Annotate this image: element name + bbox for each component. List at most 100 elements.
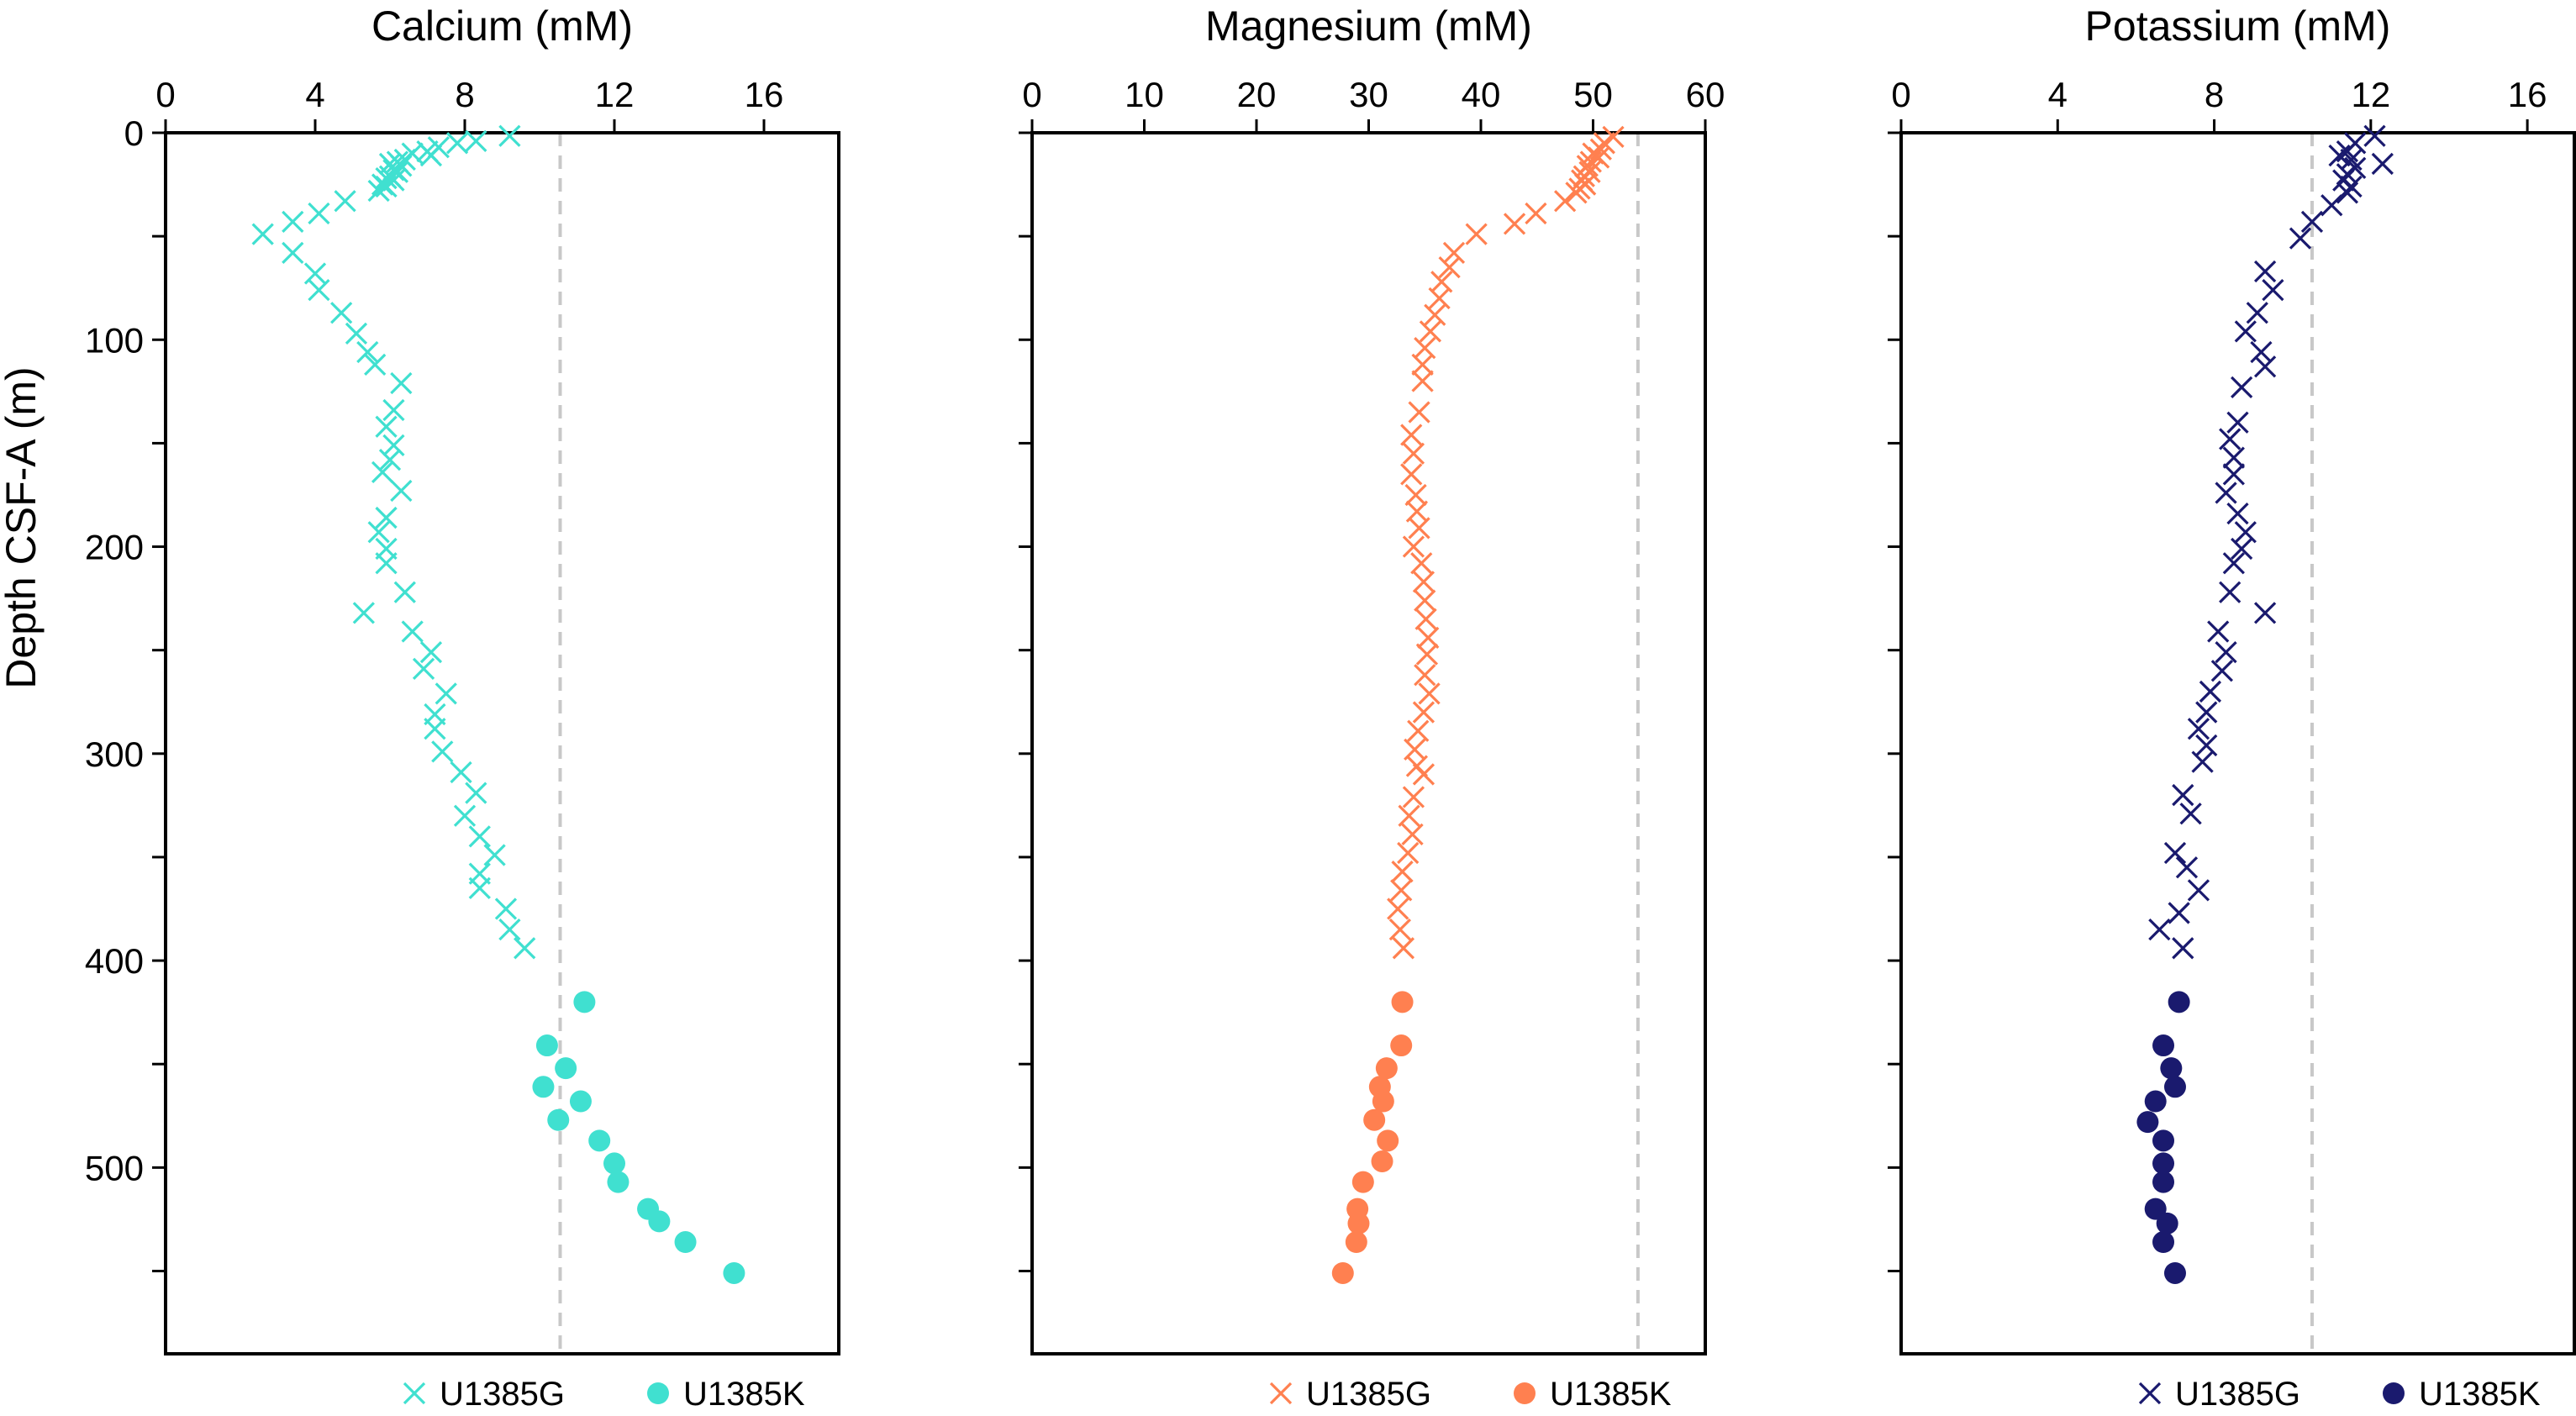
data-point-U1385G <box>431 740 454 763</box>
data-point-U1385G <box>330 302 353 324</box>
data-point-U1385G <box>282 241 304 264</box>
legend: U1385G U1385K <box>403 1376 805 1413</box>
data-point-U1385G <box>352 602 375 624</box>
data-point-U1385G <box>2321 194 2343 217</box>
data-point-U1385G <box>1410 552 1433 575</box>
panel-calcium: Calcium (mM) 0 4 8 12 16 0 100 200 300 400 500 U1385… <box>85 3 840 1413</box>
data-point-U1385G <box>2234 521 2257 544</box>
data-point-U1385K <box>573 991 596 1013</box>
data-point-U1385G <box>251 223 274 245</box>
data-point-U1385G <box>2226 503 2249 525</box>
data-point-U1385K <box>2136 1111 2159 1134</box>
data-point-U1385K <box>1345 1231 1367 1254</box>
data-point-U1385G <box>1398 804 1420 827</box>
data-point-U1385G <box>2195 701 2218 724</box>
data-point-U1385K <box>2152 1129 2175 1152</box>
data-point-U1385G <box>2300 210 2324 234</box>
y-tick-label: 500 <box>85 1148 144 1187</box>
legend-label: U1385G <box>1306 1376 1431 1413</box>
data-point-U1385G <box>453 804 477 827</box>
data-point-U1385K <box>723 1261 745 1284</box>
data-point-U1385G <box>450 761 472 784</box>
data-point-U1385G <box>2199 680 2222 703</box>
data-point-U1385G <box>1418 682 1441 705</box>
x-tick-label: 4 <box>2048 75 2068 114</box>
data-point-U1385K <box>2163 1261 2186 1284</box>
y-tick-label: 100 <box>85 320 144 360</box>
data-point-U1385G <box>2336 182 2359 204</box>
legend-marker-circle <box>2383 1382 2405 1404</box>
data-point-U1385G <box>371 461 394 484</box>
data-point-U1385G <box>2195 734 2218 757</box>
data-point-U1385K <box>2163 1076 2186 1098</box>
data-point-U1385G <box>367 179 390 203</box>
data-point-U1385G <box>303 262 327 285</box>
data-point-U1385G <box>1407 719 1430 742</box>
legend: U1385G U1385K <box>1269 1376 1672 1413</box>
data-point-U1385K <box>648 1210 671 1233</box>
x-tick-label: 8 <box>455 75 474 114</box>
data-point-U1385G <box>1397 841 1420 865</box>
data-point-U1385G <box>494 898 518 920</box>
data-point-U1385K <box>1363 1108 1386 1131</box>
data-point-U1385G <box>1465 223 1488 245</box>
data-point-U1385G <box>465 782 487 804</box>
x-tick-label: 40 <box>1462 75 1501 114</box>
data-point-U1385G <box>401 620 424 643</box>
data-point-U1385K <box>1372 1090 1394 1113</box>
data-point-U1385G <box>345 322 368 345</box>
data-point-U1385G <box>1525 202 1547 225</box>
data-point-U1385G <box>419 641 443 664</box>
legend-marker-circle <box>1514 1382 1536 1404</box>
data-point-U1385K <box>2152 1034 2175 1057</box>
data-point-U1385K <box>2152 1171 2175 1193</box>
data-point-U1385G <box>2187 879 2210 902</box>
data-point-U1385K <box>547 1108 570 1131</box>
data-point-U1385G <box>2172 783 2194 807</box>
x-tick-label: 8 <box>2205 75 2224 114</box>
panel-title: Calcium (mM) <box>371 3 633 50</box>
data-point-U1385G <box>2179 803 2202 825</box>
data-point-U1385G <box>2175 856 2199 879</box>
data-point-U1385G <box>1428 287 1451 310</box>
data-point-U1385G <box>308 202 330 225</box>
data-point-U1385K <box>1390 1034 1413 1057</box>
data-point-U1385G <box>1391 861 1414 883</box>
data-point-U1385K <box>588 1129 611 1152</box>
data-point-U1385G <box>2219 428 2241 450</box>
data-point-U1385K <box>1391 991 1414 1013</box>
legend: U1385G U1385K <box>2138 1376 2541 1413</box>
data-point-U1385K <box>607 1171 630 1193</box>
legend-marker-x <box>403 1382 426 1405</box>
data-point-U1385G <box>1388 919 1412 941</box>
data-point-U1385G <box>1414 608 1437 630</box>
data-point-U1385G <box>2246 302 2268 324</box>
data-point-U1385G <box>364 353 387 376</box>
x-tick-label: 12 <box>595 75 635 114</box>
data-point-U1385K <box>2156 1212 2178 1234</box>
x-tick-label: 20 <box>1237 75 1277 114</box>
x-tick-label: 10 <box>1125 75 1164 114</box>
data-point-U1385G <box>382 398 405 422</box>
x-tick-label: 30 <box>1349 75 1388 114</box>
data-point-U1385G <box>2289 227 2312 250</box>
data-point-U1385G <box>282 210 304 234</box>
data-point-U1385G <box>1412 763 1436 786</box>
data-point-U1385G <box>1387 898 1409 920</box>
data-point-U1385G <box>375 415 398 438</box>
data-point-U1385G <box>445 132 469 155</box>
legend-label: U1385K <box>2419 1376 2541 1413</box>
legend-marker-circle <box>647 1382 669 1404</box>
data-point-U1385G <box>514 937 536 960</box>
data-point-U1385G <box>2148 919 2171 941</box>
data-point-U1385G <box>2231 376 2253 399</box>
data-point-U1385G <box>2363 124 2386 147</box>
data-point-U1385G <box>1408 517 1430 540</box>
data-point-U1385G <box>2253 355 2277 378</box>
data-point-U1385G <box>1503 213 1526 235</box>
data-point-U1385G <box>2231 537 2253 561</box>
legend-label: U1385K <box>1550 1376 1672 1413</box>
data-point-U1385G <box>2371 152 2394 176</box>
y-tick-label: 300 <box>85 734 144 774</box>
data-point-U1385G <box>1553 190 1577 213</box>
